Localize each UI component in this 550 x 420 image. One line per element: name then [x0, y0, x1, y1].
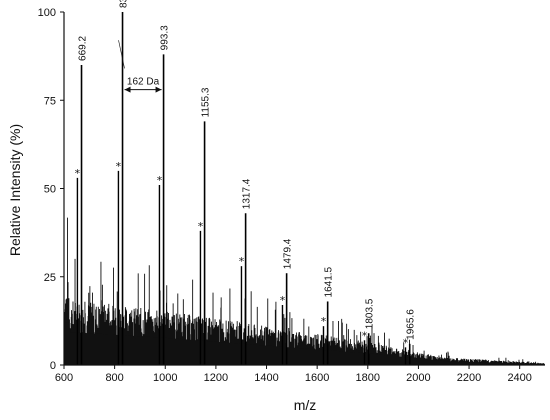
- peak-label: 1317.4: [242, 178, 253, 209]
- x-tick-label: 600: [55, 372, 73, 384]
- y-axis-title: Relative Intensity (%): [7, 124, 23, 256]
- star-marker: *: [403, 336, 409, 349]
- peak-label: 669.2: [78, 35, 89, 60]
- y-tick-label: 0: [50, 360, 56, 372]
- star-marker: *: [157, 174, 163, 187]
- peak-label: 1965.6: [406, 309, 417, 340]
- peak-label: 831.2: [119, 0, 130, 8]
- peak-label: 993.3: [160, 25, 171, 50]
- star-marker: *: [362, 329, 368, 342]
- star-marker: *: [280, 294, 286, 307]
- y-axis-ticks: 0 25 50 75 100: [38, 7, 64, 372]
- y-tick-label: 75: [44, 95, 56, 107]
- mass-difference-annotation: 162 Da: [118, 40, 162, 93]
- star-marker: *: [321, 315, 327, 328]
- x-tick-label: 1600: [305, 372, 329, 384]
- peak-labels: 669.2 831.2 993.3 1155.3 1317.4 1479.4 1641.5 1…: [78, 0, 417, 340]
- x-tick-label: 1000: [153, 372, 177, 384]
- x-tick-label: 800: [105, 372, 123, 384]
- star-markers: * * * * * * * * *: [75, 160, 409, 350]
- peak-label: 1803.5: [365, 298, 376, 329]
- x-tick-label: 2000: [406, 372, 430, 384]
- peak-label: 1641.5: [324, 266, 335, 297]
- star-marker: *: [116, 160, 122, 173]
- star-marker: *: [239, 255, 245, 268]
- x-tick-label: 2200: [457, 372, 481, 384]
- star-marker: *: [75, 167, 81, 180]
- annotation-arrow-right: [155, 86, 162, 93]
- y-tick-label: 50: [44, 184, 56, 196]
- x-tick-label: 2400: [507, 372, 531, 384]
- y-tick-label: 100: [38, 7, 56, 19]
- x-tick-label: 1400: [254, 372, 278, 384]
- y-tick-label: 25: [44, 272, 56, 284]
- peaks: [76, 12, 411, 365]
- annotation-leader: [118, 40, 125, 69]
- baseline-noise: [63, 217, 545, 365]
- peak-label: 1155.3: [201, 87, 212, 117]
- peak-label: 1479.4: [283, 238, 294, 269]
- x-tick-label: 1200: [204, 372, 228, 384]
- annotation-label: 162 Da: [127, 77, 160, 88]
- star-marker: *: [198, 220, 204, 233]
- x-tick-label: 1800: [356, 372, 380, 384]
- x-axis-ticks: 600 800 1000 1200 1400 1600 1800 2000 2200 2400: [55, 365, 532, 384]
- annotation-arrow-left: [124, 86, 131, 93]
- x-axis-title: m/z: [294, 397, 317, 413]
- noise-fill: [64, 322, 545, 365]
